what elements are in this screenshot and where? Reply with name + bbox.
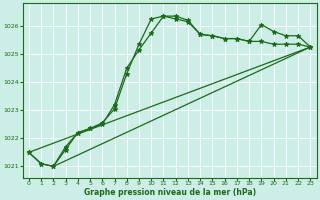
X-axis label: Graphe pression niveau de la mer (hPa): Graphe pression niveau de la mer (hPa) — [84, 188, 256, 197]
